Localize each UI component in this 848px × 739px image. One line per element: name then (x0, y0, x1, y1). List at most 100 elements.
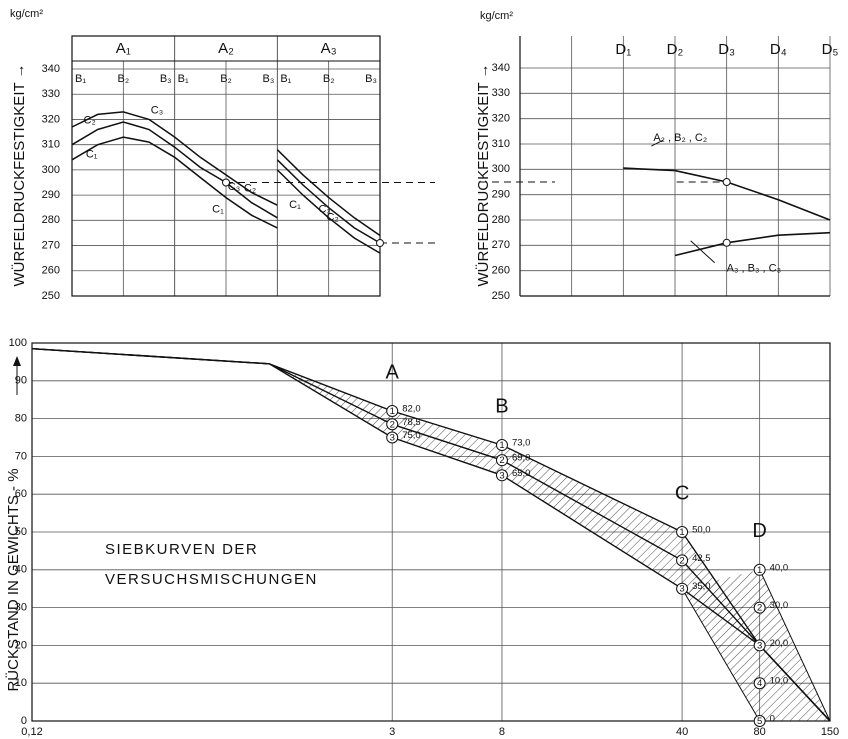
y-tick-label: 310 (492, 138, 510, 150)
sample-point (495, 469, 508, 482)
point-number: 1 (390, 406, 395, 417)
series-label: C₃ (151, 104, 163, 116)
series-label: C₁ (86, 149, 98, 161)
chart-title: VERSUCHSMISCHUNGEN (105, 571, 318, 588)
value-label: 42,5 (692, 553, 711, 564)
value-label: 30,0 (770, 600, 789, 611)
sample-point (676, 582, 689, 595)
series-label: A₃ , B₃ , C₃ (727, 263, 781, 275)
curve (759, 569, 831, 722)
x-tick-label: 3 (389, 726, 395, 738)
value-label: 10,0 (770, 676, 789, 687)
group-letter: B (495, 395, 508, 417)
series-label: C₃ (318, 204, 330, 216)
y-tick-label: 280 (42, 214, 60, 226)
value-label: 20,0 (770, 638, 789, 649)
y-tick-label: 270 (42, 239, 60, 251)
y-tick-label: 260 (42, 265, 60, 277)
series-label: C₁ (212, 204, 224, 216)
sample-point (386, 418, 399, 431)
group-label: A₃ (321, 40, 337, 57)
series-label: C₁ (289, 199, 301, 211)
group-letter: D (752, 520, 766, 542)
y-tick-label: 90 (15, 375, 27, 387)
y-tick-label: 310 (42, 139, 60, 151)
y-tick-label: 320 (42, 113, 60, 125)
x-tick-label: D₃ (718, 41, 735, 58)
y-tick-label: 330 (492, 87, 510, 99)
point-number: 3 (390, 433, 395, 444)
point-number: 3 (499, 470, 504, 481)
sample-point (386, 431, 399, 444)
value-label: 73,0 (512, 438, 531, 449)
y-tick-label: 290 (492, 189, 510, 201)
point-number: 3 (679, 584, 684, 595)
curve (71, 111, 381, 237)
y-tick-label: 30 (15, 602, 27, 614)
unit-label: kg/cm² (10, 8, 43, 20)
y-tick-label: 290 (42, 189, 60, 201)
chart-title: SIEBKURVEN DER (105, 541, 258, 558)
y-tick-label: 20 (15, 639, 27, 651)
point (376, 239, 384, 248)
x-tick-label: B₁ (75, 73, 86, 85)
x-tick-label: 150 (821, 726, 839, 738)
y-axis-title: WÜRFELDRUCKFESTIGKEIT → (474, 63, 492, 286)
y-tick-label: 250 (492, 290, 510, 302)
point-number: 2 (757, 603, 762, 614)
value-label: 78,5 (402, 417, 421, 428)
value-label: 50,0 (692, 525, 711, 536)
x-tick-label: D₁ (615, 41, 631, 58)
x-tick-label: B₂ (323, 73, 335, 85)
point (722, 238, 731, 247)
point-number: 2 (679, 555, 684, 566)
y-tick-label: 300 (42, 164, 60, 176)
point-number: 1 (679, 527, 684, 538)
group-label: A₂ (218, 40, 234, 57)
leader-line (690, 240, 716, 264)
x-tick-label: 0,12 (21, 726, 42, 738)
x-tick-label: B₃ (160, 73, 172, 85)
point-number: 1 (499, 440, 504, 451)
value-label: 0 (770, 714, 775, 725)
value-label: 75,0 (402, 430, 421, 441)
x-tick-label: D₅ (822, 41, 839, 58)
x-tick-label: B₃ (365, 73, 377, 85)
sample-point (753, 601, 766, 614)
curve (681, 588, 761, 722)
value-label: 40,0 (770, 562, 789, 573)
leader-line (651, 139, 664, 147)
curve (71, 136, 381, 254)
sample-point (386, 405, 399, 418)
series-label: A₂ , B₂ , C₂ (653, 132, 707, 144)
sample-point (495, 454, 508, 467)
y-tick-label: 340 (492, 62, 510, 74)
sample-point (753, 563, 766, 576)
y-tick-label: 320 (492, 113, 510, 125)
y-tick-label: 70 (15, 450, 27, 462)
x-tick-label: 8 (499, 726, 505, 738)
point-number: 2 (390, 419, 395, 430)
y-tick-label: 100 (9, 337, 27, 349)
curve (674, 231, 831, 257)
y-axis-title: WÜRFELDRUCKFESTIGKEIT → (10, 63, 28, 286)
sample-point (753, 677, 766, 690)
x-tick-label: B₁ (178, 73, 189, 85)
sample-point (676, 554, 689, 567)
x-tick-label: B₁ (280, 73, 291, 85)
axis-arrow-head (13, 356, 21, 366)
y-tick-label: 40 (15, 564, 27, 576)
y-tick-label: 270 (492, 239, 510, 251)
y-tick-label: 250 (42, 290, 60, 302)
point-number: 3 (757, 640, 762, 651)
y-tick-label: 60 (15, 488, 27, 500)
y-tick-label: 0 (21, 715, 27, 727)
y-tick-label: 10 (15, 677, 27, 689)
value-label: 82,0 (402, 404, 421, 415)
x-tick-label: 80 (754, 726, 766, 738)
point-number: 4 (757, 678, 762, 689)
x-tick-label: B₃ (263, 73, 275, 85)
sample-point (753, 639, 766, 652)
group-label: A₁ (116, 40, 131, 57)
